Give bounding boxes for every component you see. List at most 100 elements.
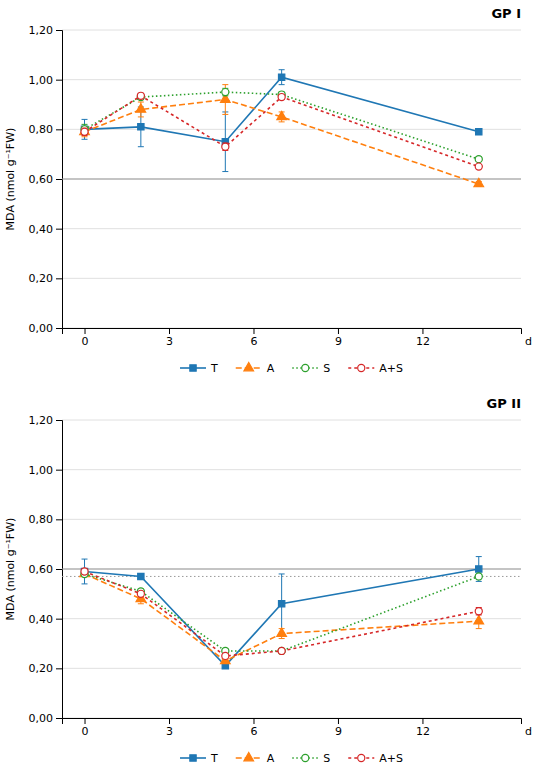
error-bar-cap bbox=[279, 84, 285, 85]
x-tick-label: 6 bbox=[250, 725, 257, 738]
legend-item: T bbox=[180, 362, 218, 375]
x-tick-mark bbox=[338, 718, 339, 724]
marker bbox=[277, 111, 287, 119]
y-axis: 0,000,200,400,600,801,001,20 bbox=[29, 24, 63, 335]
x-tick: 3 bbox=[166, 328, 173, 348]
error-bar-cap bbox=[222, 114, 228, 115]
panel: 0369120,000,200,400,600,801,001,20dMDA (… bbox=[4, 6, 532, 375]
legend-label: A bbox=[267, 752, 275, 765]
y-tick: 1,00 bbox=[29, 74, 63, 87]
error-bar bbox=[476, 557, 482, 582]
marker bbox=[138, 573, 144, 579]
y-tick-mark bbox=[56, 328, 62, 329]
legend-item: A+S bbox=[348, 752, 403, 765]
marker bbox=[80, 126, 90, 134]
marker bbox=[80, 568, 90, 576]
panel-title: GP II bbox=[487, 396, 521, 411]
y-tick: 0,20 bbox=[29, 662, 63, 675]
series-line bbox=[85, 77, 479, 142]
error-bar bbox=[476, 607, 482, 614]
y-tick-mark bbox=[56, 179, 62, 180]
x-tick-label: 6 bbox=[250, 335, 257, 348]
grid-line bbox=[62, 668, 521, 669]
marker bbox=[278, 647, 285, 654]
error-bar bbox=[222, 88, 228, 95]
panel: 0369120,000,200,400,600,801,001,20dMDA (… bbox=[4, 396, 532, 765]
x-axis-line bbox=[63, 329, 522, 335]
y-tick: 0,80 bbox=[29, 123, 63, 136]
y-tick-label: 1,00 bbox=[29, 464, 54, 477]
y-axis-label: MDA (nmol g⁻¹FW) bbox=[4, 518, 17, 621]
error-bar-cap bbox=[82, 124, 88, 125]
y-tick: 0,80 bbox=[29, 513, 63, 526]
legend-marker bbox=[358, 754, 365, 761]
marker bbox=[476, 129, 482, 135]
y-axis-line bbox=[56, 421, 63, 719]
marker bbox=[81, 568, 88, 575]
reference-line bbox=[62, 179, 521, 180]
grid-line bbox=[62, 569, 521, 570]
grid-line bbox=[62, 420, 521, 421]
y-tick-mark bbox=[56, 519, 62, 520]
series bbox=[81, 568, 482, 660]
x-tick: 6 bbox=[250, 328, 257, 348]
marker bbox=[222, 143, 229, 150]
x-axis-label: d bbox=[525, 725, 532, 738]
legend-marker bbox=[302, 364, 309, 371]
error-bar-cap bbox=[279, 121, 285, 122]
chart: 0369120,000,200,400,600,801,001,20dMDA (… bbox=[0, 0, 543, 780]
y-tick-mark bbox=[56, 569, 62, 570]
x-tick-mark bbox=[85, 718, 86, 724]
y-tick-mark bbox=[56, 470, 62, 471]
grid-line bbox=[62, 519, 521, 520]
y-tick-mark bbox=[56, 718, 62, 719]
legend-label: A+S bbox=[379, 362, 403, 375]
legend-label: T bbox=[210, 752, 218, 765]
marker bbox=[222, 652, 229, 659]
y-tick: 0,00 bbox=[29, 322, 63, 335]
x-tick-mark bbox=[169, 328, 170, 334]
x-tick-label: 3 bbox=[166, 725, 173, 738]
x-tick-mark bbox=[422, 328, 423, 334]
series-line bbox=[85, 574, 479, 661]
grid-line bbox=[62, 129, 521, 130]
error-bar-cap bbox=[82, 583, 88, 584]
x-tick-mark bbox=[253, 328, 254, 334]
x-tick-label: 0 bbox=[82, 335, 89, 348]
error-bar-cap bbox=[82, 139, 88, 140]
y-tick-label: 0,40 bbox=[29, 223, 54, 236]
y-tick-mark bbox=[56, 129, 62, 130]
grid-line bbox=[62, 30, 521, 31]
y-tick-label: 0,60 bbox=[29, 173, 54, 186]
series bbox=[81, 570, 482, 654]
x-tick-label: 12 bbox=[416, 725, 430, 738]
series bbox=[81, 92, 482, 170]
y-tick-mark bbox=[56, 278, 62, 279]
y-tick-label: 0,20 bbox=[29, 662, 54, 675]
series-line bbox=[85, 569, 479, 666]
y-tick-label: 0,40 bbox=[29, 613, 54, 626]
legend-marker bbox=[190, 365, 196, 371]
legend-marker bbox=[358, 364, 365, 371]
error-bar bbox=[222, 112, 228, 172]
legend-label: T bbox=[210, 362, 218, 375]
y-tick-mark bbox=[56, 80, 62, 81]
series bbox=[80, 568, 484, 663]
legend-item: A bbox=[236, 752, 275, 765]
marker bbox=[476, 566, 482, 572]
legend-marker bbox=[190, 755, 196, 761]
marker bbox=[138, 124, 144, 130]
grid bbox=[62, 30, 521, 328]
marker bbox=[137, 92, 144, 99]
series bbox=[80, 85, 484, 187]
legend-label: S bbox=[323, 362, 330, 375]
legend-label: S bbox=[323, 752, 330, 765]
x-tick-mark bbox=[85, 328, 86, 334]
x-tick: 9 bbox=[335, 718, 342, 738]
error-bar-cap bbox=[279, 638, 285, 639]
error-bar-cap bbox=[222, 84, 228, 85]
grid-line bbox=[62, 179, 521, 180]
legend-marker bbox=[244, 752, 254, 760]
series bbox=[81, 557, 482, 669]
marker bbox=[475, 608, 482, 615]
